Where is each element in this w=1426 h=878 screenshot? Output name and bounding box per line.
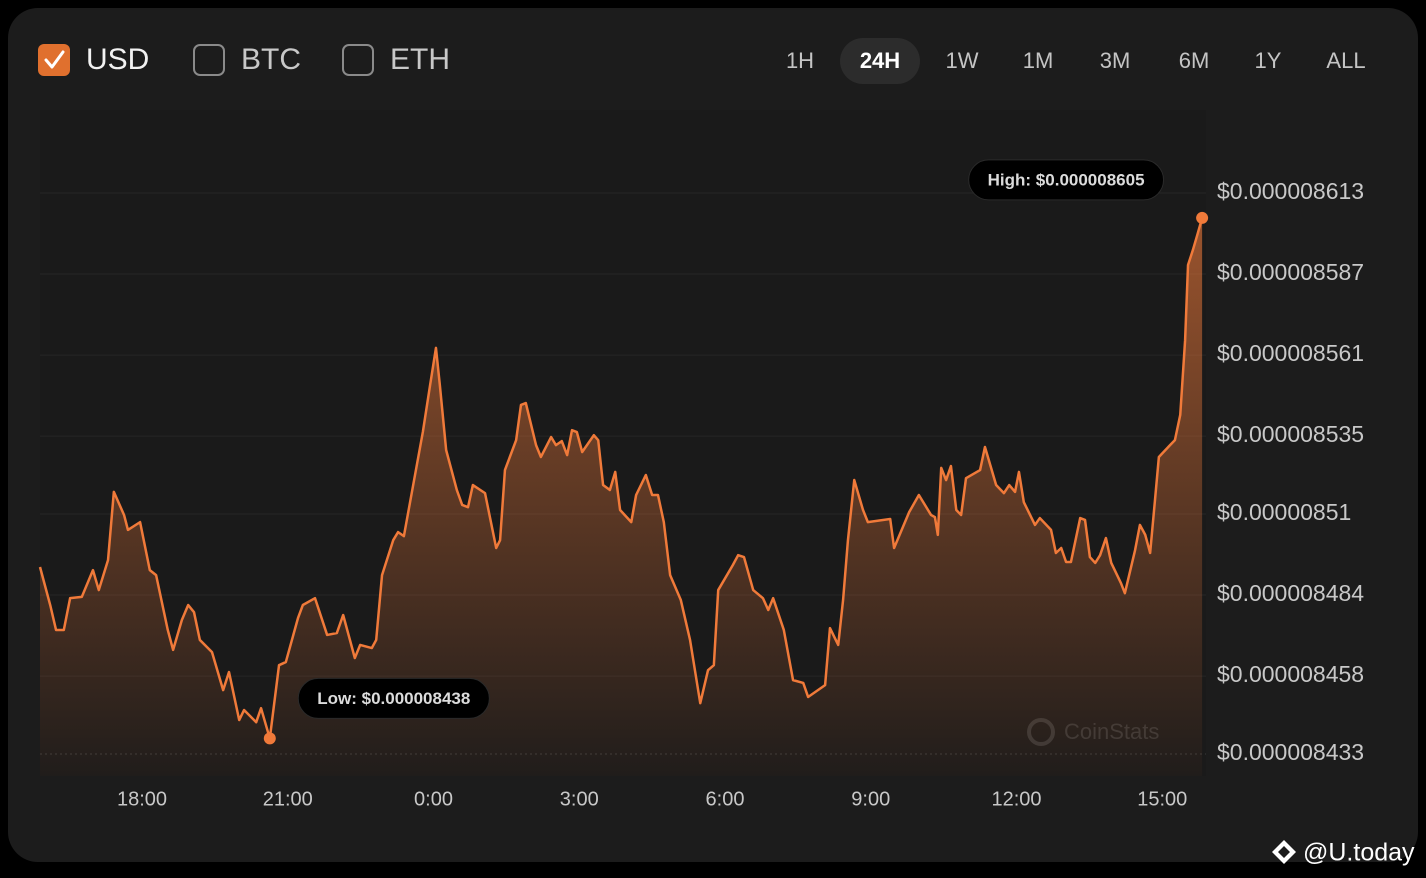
range-label: 1Y <box>1255 48 1282 73</box>
x-tick-label: 18:00 <box>117 788 167 810</box>
range-button[interactable]: 1Y <box>1255 48 1282 73</box>
y-tick-label: $0.000008458 <box>1217 661 1364 687</box>
price-line <box>38 217 1204 740</box>
currency-toggle[interactable]: ETH <box>342 43 450 76</box>
x-tick-label: 21:00 <box>263 788 313 810</box>
high-marker-point <box>1196 211 1209 224</box>
range-button[interactable]: ALL <box>1326 48 1365 73</box>
x-tick-label: 9:00 <box>851 788 890 810</box>
range-button[interactable]: 1M <box>1023 48 1054 73</box>
y-tick-label: $0.000008613 <box>1217 178 1364 204</box>
currency-label: USD <box>86 43 149 76</box>
checkmark <box>44 50 65 69</box>
checkbox <box>342 44 374 76</box>
x-tick-label: 12:00 <box>991 788 1041 810</box>
range-button[interactable]: 3M <box>1100 48 1131 73</box>
x-tick-label: 6:00 <box>706 788 745 810</box>
checkbox <box>38 44 70 76</box>
currency-toggle[interactable]: BTC <box>193 43 301 76</box>
low-marker-point <box>263 732 276 745</box>
range-label: ALL <box>1326 48 1365 73</box>
x-tick-label: 0:00 <box>414 788 453 810</box>
credit-text: @U.today <box>1303 839 1415 867</box>
currency-label: BTC <box>241 43 301 76</box>
y-tick-label: $0.000008587 <box>1217 259 1364 285</box>
range-pill <box>840 38 920 84</box>
range-label: 24H <box>860 48 900 73</box>
price-area <box>40 217 1203 776</box>
y-tick-label: $0.000008535 <box>1217 421 1364 447</box>
checkbox <box>193 44 225 76</box>
range-label: 6M <box>1179 48 1210 73</box>
currency-label: ETH <box>390 43 450 76</box>
y-tick-label: $0.000008484 <box>1217 580 1364 606</box>
x-tick-label: 3:00 <box>560 788 599 810</box>
low-marker-text: Low: $0.000008438 <box>317 689 470 708</box>
low-marker: Low: $0.000008438 <box>297 677 490 719</box>
high-marker-text: High: $0.000008605 <box>988 170 1145 189</box>
currency-toggle[interactable]: USD <box>38 43 149 76</box>
high-marker: High: $0.000008605 <box>968 159 1165 201</box>
high-marker-box <box>968 159 1165 201</box>
range-label: 3M <box>1100 48 1131 73</box>
y-tick-label: $0.000008433 <box>1217 739 1364 765</box>
low-marker-box <box>297 677 490 719</box>
range-button[interactable]: 1W <box>946 48 979 73</box>
range-label: 1H <box>786 48 814 73</box>
range-button[interactable]: 24H <box>840 38 920 84</box>
y-tick-label: $0.00000851 <box>1217 499 1351 525</box>
range-button[interactable]: 6M <box>1179 48 1210 73</box>
y-tick-label: $0.000008561 <box>1217 340 1364 366</box>
credit-icon <box>1272 840 1296 864</box>
credit: @U.today <box>1272 839 1415 867</box>
x-tick-label: 15:00 <box>1137 788 1187 810</box>
range-button[interactable]: 1H <box>786 48 814 73</box>
range-label: 1M <box>1023 48 1054 73</box>
range-label: 1W <box>946 48 979 73</box>
